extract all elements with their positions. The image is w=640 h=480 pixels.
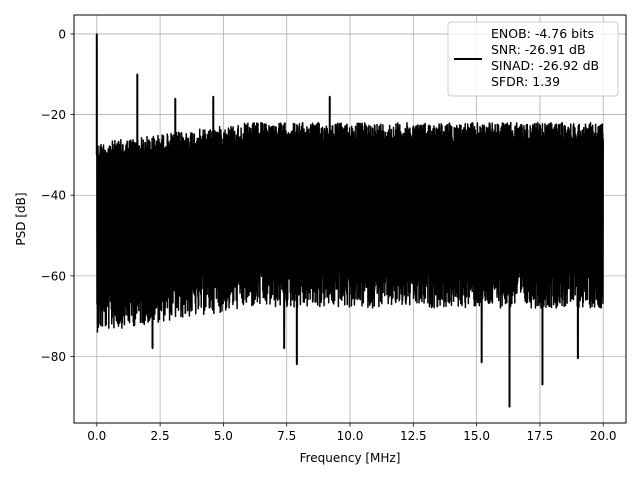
x-tick-label: 10.0 bbox=[337, 429, 364, 443]
x-tick-label: 20.0 bbox=[590, 429, 617, 443]
y-axis-label: PSD [dB] bbox=[14, 192, 28, 245]
y-tick-label: −80 bbox=[41, 350, 66, 364]
x-tick-label: 17.5 bbox=[527, 429, 554, 443]
x-tick-label: 12.5 bbox=[400, 429, 427, 443]
x-axis-label: Frequency [MHz] bbox=[300, 451, 401, 465]
x-tick-label: 5.0 bbox=[214, 429, 233, 443]
y-tick-label: −20 bbox=[41, 108, 66, 122]
legend-box bbox=[447, 21, 619, 97]
y-axis-ticks: 0 −20 −40 −60 −80 bbox=[41, 27, 74, 364]
legend-line-snr: SNR: -26.91 dB bbox=[491, 42, 586, 57]
x-tick-label: 15.0 bbox=[463, 429, 490, 443]
x-tick-label: 7.5 bbox=[277, 429, 296, 443]
legend-line-sfdr: SFDR: 1.39 bbox=[491, 74, 560, 89]
y-tick-label: −40 bbox=[41, 189, 66, 203]
legend: ENOB: -4.76 bits SNR: -26.91 dB SINAD: -… bbox=[447, 21, 619, 97]
plot-area bbox=[95, 33, 604, 408]
legend-line-enob: ENOB: -4.76 bits bbox=[491, 26, 594, 41]
x-tick-label: 0.0 bbox=[87, 429, 106, 443]
x-axis-ticks: 0.0 2.5 5.0 7.5 10.0 12.5 15.0 17.5 20.0 bbox=[87, 423, 617, 443]
y-tick-label: −60 bbox=[41, 269, 66, 283]
x-tick-label: 2.5 bbox=[151, 429, 170, 443]
legend-line-sinad: SINAD: -26.92 dB bbox=[491, 58, 599, 73]
y-tick-label: 0 bbox=[58, 27, 66, 41]
psd-series-line bbox=[96, 33, 604, 408]
